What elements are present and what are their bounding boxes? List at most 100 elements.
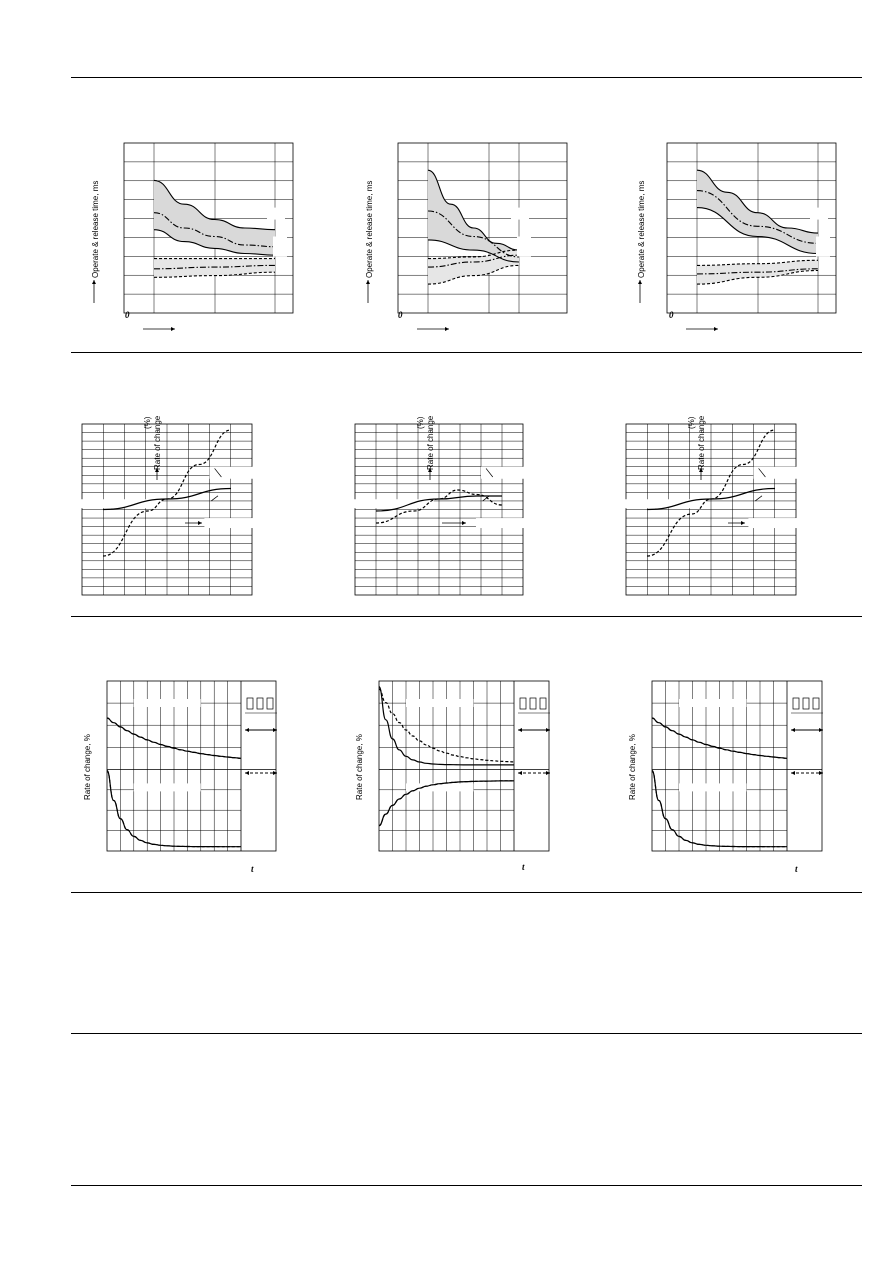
series-line-6 [427,264,520,285]
series-line-3 [153,229,276,256]
series-line-2 [427,210,520,258]
y-axis-label: Rate of change, % [355,734,364,800]
y-axis-label: Operate & release time, ms [91,181,100,278]
legend-arrow [273,771,277,775]
pointer-line [482,495,490,502]
legend-arrow [245,728,249,732]
annotation-mask [133,699,201,707]
rate-of-change-chart-2: Rate of change(%) [353,415,527,596]
axis-arrow-head [198,521,202,525]
annotation-mask [80,499,162,509]
series-line-4 [696,259,819,266]
zero-tick-label: 0 [125,310,130,320]
axis-arrow-head [714,327,718,331]
series-line-5 [153,264,276,270]
unit-label: (%) [687,416,696,429]
series-line-3 [696,207,819,255]
time-symbol: t [795,864,798,874]
pointer-line [214,468,222,478]
pulse-icon [256,697,264,710]
series-line-2 [102,487,232,511]
section-divider-3 [71,616,862,617]
lower-series-2 [106,770,241,848]
operate-time-chart-3: Operate & release time, ms 0 [637,142,837,331]
series-line-1 [375,489,503,524]
pulse-icon [792,697,800,710]
annotation-mask [810,207,828,220]
axis-arrow-head [699,468,703,472]
series-line-2 [696,190,819,244]
annotation-mask [267,207,285,220]
axis-arrow-head [366,280,370,284]
section-divider-2 [71,352,862,353]
upper-series-2 [378,686,514,766]
lower-series-2 [651,770,787,848]
lower-series-2 [378,780,515,827]
series-line-5 [427,254,520,268]
section-divider-4 [71,892,862,893]
rate-vs-time-chart-2: Rate of change, % t [355,680,550,872]
y-axis-label: Rate of change [153,415,162,470]
section-divider-6 [71,1185,862,1186]
rate-of-change-chart-1: Rate of change(%) [80,415,256,596]
chart-frame [397,142,568,314]
annotation-mask [753,466,800,479]
legend-arrow [518,771,522,775]
legend-arrow [819,728,823,732]
y-axis-label: Operate & release time, ms [637,181,646,278]
series-line-2 [153,212,276,248]
annotation-mask [624,499,706,509]
series-line-1 [696,169,819,234]
pointer-line [758,468,766,478]
annotation-mask [816,236,830,257]
axis-arrow-head [462,521,466,525]
annotation-mask [406,783,474,792]
annotation-mask [679,783,747,792]
annotation-mask [273,236,287,257]
zero-tick-label: 0 [398,310,403,320]
series-line-6 [696,269,819,285]
series-line-5 [696,268,819,275]
pointer-line [754,495,763,502]
pulse-icon [539,697,547,710]
series-line-2 [646,487,776,511]
annotation-mask [517,236,531,257]
shaded-band-lower [154,258,275,278]
y-axis-label: Rate of change [697,415,706,470]
upper-series-2 [651,717,788,759]
section-divider-1 [71,77,862,78]
pulse-icon [529,697,537,710]
annotation-mask [133,783,201,792]
series-line-6 [153,271,276,278]
annotation-mask [353,499,434,509]
time-symbol: t [251,864,254,874]
axis-arrow-head [92,280,96,284]
section-divider-5 [71,1033,862,1034]
unit-label: (%) [416,416,425,429]
shaded-band-lower [428,250,519,285]
annotation-mask [511,207,529,220]
pulse-icon [266,697,274,710]
chart-frame [106,680,277,852]
series-line-3 [427,239,520,263]
pulse-icon [812,697,820,710]
legend-arrow [791,728,795,732]
y-axis-label: Rate of change, % [83,734,92,800]
pulse-icon [802,697,810,710]
axis-arrow-head [155,468,159,472]
axis-arrow-head [638,280,642,284]
chart-frame [378,680,550,852]
annotation-mask [475,518,527,529]
upper-series-2 [106,717,242,759]
axis-arrow-head [428,468,432,472]
pointer-line [210,495,219,502]
series-line-4 [427,249,520,260]
shaded-band [428,170,519,262]
legend-arrow [791,771,795,775]
time-symbol: t [522,862,525,872]
annotation-mask [406,699,474,707]
y-axis-label: Operate & release time, ms [365,181,374,278]
axis-arrow-head [445,327,449,331]
chart-frame [666,142,837,314]
annotation-mask [748,518,800,529]
